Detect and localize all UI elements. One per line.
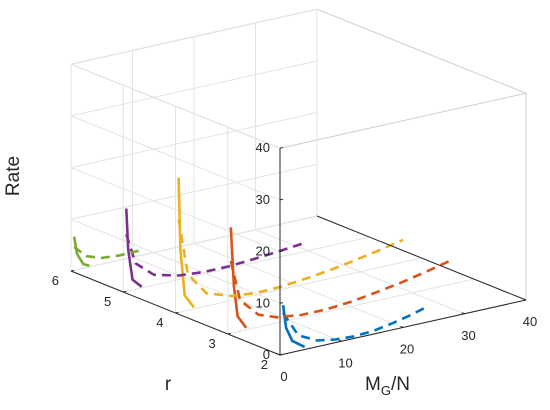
z-tick-label: 0: [263, 347, 270, 362]
series-dashed-line: [282, 305, 429, 342]
grid-line-side-z: [70, 218, 281, 304]
grid-line-floor-y: [175, 257, 422, 314]
x-tick-mark: [338, 339, 342, 342]
grid-line-side-z: [70, 63, 281, 149]
x-tick-mark: [523, 298, 527, 301]
series-dashed-line: [73, 245, 139, 260]
x-tick-mark: [400, 325, 404, 328]
z-tick-label: 40: [256, 140, 270, 155]
front-box-edges: [70, 147, 527, 356]
x-tick-label: 20: [400, 342, 414, 357]
y-tick-label: 3: [209, 336, 216, 351]
z-tick-mark: [279, 353, 284, 356]
series-solid-line: [72, 236, 90, 268]
z-tick-mark: [279, 302, 284, 304]
series-dashed-line: [177, 219, 404, 298]
grid-line-side-z: [70, 115, 281, 201]
z-tick-mark: [279, 147, 284, 149]
z-tick-mark: [279, 198, 284, 201]
y-tick-label: 2: [261, 357, 268, 372]
grid-line-floor-y: [123, 236, 370, 293]
series-solid-line: [125, 208, 143, 288]
series-solid-line: [229, 227, 248, 329]
y-tick-label: 6: [52, 273, 59, 288]
z-tick-label: 30: [256, 192, 270, 207]
grid-line-back-z: [70, 215, 318, 272]
y-tick-label: 5: [104, 294, 111, 309]
box-edge: [316, 8, 527, 94]
series-solid-line: [281, 305, 306, 349]
grid-line-back-z: [70, 60, 318, 117]
grid-lines: [70, 8, 527, 356]
y-tick-mark: [70, 269, 75, 272]
x-tick-mark: [277, 353, 281, 356]
x-tick-label: 40: [523, 314, 537, 329]
back-panes: [70, 8, 527, 300]
x-axis-label-sub: G: [381, 383, 391, 398]
z-tick-label: 10: [256, 295, 270, 310]
x-axis-label-tail: /N: [391, 374, 410, 395]
x-axis-label: MG/N: [365, 374, 410, 398]
x-tick-label: 10: [338, 355, 352, 370]
x-axis-label-main: M: [365, 374, 381, 395]
x-tick-label: 0: [280, 369, 287, 384]
tick-labels: 0 10 20 30 40 2 3 4 5 6 0 10 20 30 40: [52, 140, 537, 384]
x-axis-far-line: [316, 215, 527, 301]
series-solid-line: [177, 177, 195, 309]
z-axis-label: Rate: [3, 156, 24, 196]
y-tick-mark: [175, 311, 179, 314]
grid-line-floor-y: [227, 278, 474, 335]
grid-line-side-z: [70, 167, 281, 253]
y-tick-mark: [227, 332, 231, 335]
grid-line-back-z: [70, 8, 318, 65]
y-tick-mark: [123, 290, 127, 293]
y-tick-label: 4: [156, 315, 163, 330]
grid-line-back-z: [70, 112, 318, 169]
x-tick-mark: [461, 312, 465, 315]
series-dashed-line: [125, 234, 303, 277]
box-edge: [279, 92, 527, 149]
z-tick-label: 20: [256, 244, 270, 259]
z-tick-mark: [279, 250, 284, 253]
grid-line-back-z: [70, 163, 318, 220]
y-axis-label: r: [165, 374, 172, 395]
x-tick-label: 30: [461, 328, 475, 343]
